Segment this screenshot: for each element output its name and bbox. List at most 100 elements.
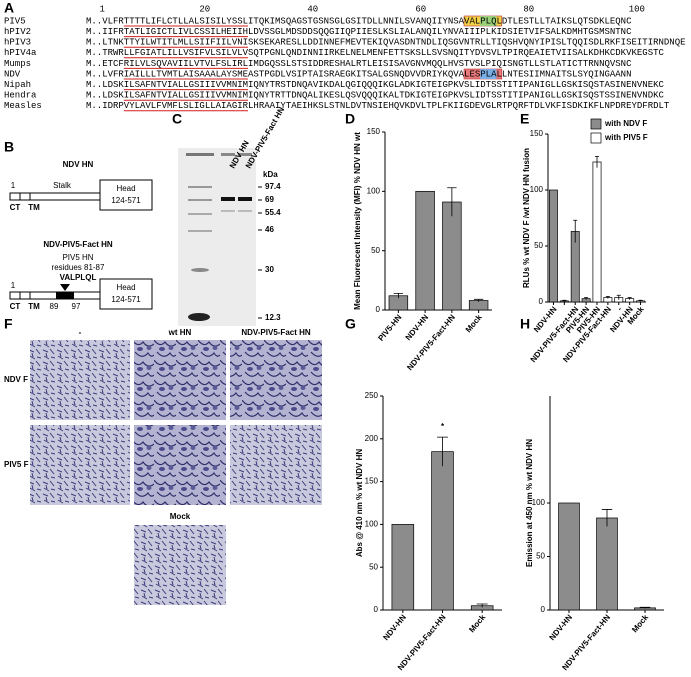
sequence-name: NDV [4,69,21,79]
x-tick-label: NDV-PIV5-Fact-HN [405,313,457,372]
residue-label: 89 [50,302,59,311]
marker-label: 12.3 [265,313,281,322]
panel-letter: G [345,316,356,332]
bar [549,189,558,303]
motif-highlight [480,69,497,79]
legend-swatch [590,132,602,144]
legend-label: with NDV F [604,119,647,128]
column-label: - [79,328,82,337]
y-tick-label: 200 [365,434,379,443]
ruler-label: 60 [415,4,426,14]
annotation: * [441,422,445,431]
ruler-label: 80 [523,4,534,14]
error-bar [584,297,589,300]
gel-band [238,210,252,212]
x-tick-label: - [615,305,624,313]
head-box [99,179,153,211]
bar-chart: 0 50 100 150 200 250 Abs @ 410 nm % wt NDV HN N… [355,391,502,672]
column-label: NDV-PIV5-Fact HN [241,328,311,337]
micrographs: - wt HN NDV-PIV5-Fact HN NDV F PIV5 F Mo… [4,328,322,605]
sequence-name: Mumps [4,59,31,69]
ruler-label: 1 [99,4,104,14]
marker-label: 46 [265,225,274,234]
micrograph [230,340,322,420]
panel-letter: H [520,316,530,332]
insert-source: PIV5 HN [62,253,93,262]
legend-swatch [590,118,602,130]
y-tick-label: 0 [541,605,546,614]
gel-background [178,148,256,326]
y-axis-label: Abs @ 410 nm % wt NDV HN [355,449,364,557]
micrograph [134,340,226,420]
gel-band [191,268,209,272]
head-label: Head [116,184,135,193]
sequence-name: PIV5 [4,16,26,26]
bar [592,161,602,303]
error-bar [627,297,632,300]
micrograph [230,425,322,505]
ruler-label: 100 [629,4,645,14]
sequence-name: hPIV3 [4,38,31,48]
row-label: Mock [170,512,191,521]
error-bar [601,509,613,527]
micrograph [30,425,130,505]
motif-highlight [480,16,497,26]
motif-label: VALPLQL [60,273,97,282]
error-bar [562,299,567,302]
bar [415,190,435,311]
x-tick-label: NDV-HN [381,613,408,642]
marker-label: 97.4 [265,182,281,191]
x-tick-label: PIV5-HN [376,313,403,343]
sequence: M..ETCFRILVLSQVAVIILVTVLFSLIRLIMDGQSSLST… [86,59,632,69]
gel-band [188,199,212,201]
sequence-name: hPIV4a [4,48,37,58]
error-bar [393,292,404,299]
sequence-name: hPIV2 [4,27,31,37]
panel-letter: D [345,111,355,127]
marker-label: 30 [265,265,274,274]
sequence: M..TRWRLLFGIATLILLVSIFVLSILVLVSQTPGNLQND… [86,48,664,58]
y-tick-label: 250 [365,391,379,400]
y-tick-label: 0 [539,297,544,306]
bar [596,517,618,611]
error-bar [437,436,448,467]
lane-label: NDV-PIV5-Fact HN [244,105,287,170]
error-bar [473,298,484,302]
construct-title: NDV-PIV5-Fact HN [43,240,113,249]
residue-label: 97 [72,302,81,311]
y-tick-label: 50 [536,552,545,561]
error-bar [638,299,643,302]
y-tick-label: 100 [532,498,546,507]
gel-band [221,197,235,201]
gel-band [221,210,235,212]
bar [558,502,580,611]
row-label: PIV5 F [4,460,29,469]
marker-label: 69 [265,195,274,204]
y-tick-label: 150 [367,127,381,136]
error-bar [605,296,610,299]
sequence: M..LDSKILSAFNTVIALLGSIIIVVMNIMIQNYTRTTDN… [86,91,664,101]
marker-label: 55.4 [265,208,281,217]
sequence: M..LTNKTTYILWTITLMLLSIIFIILVNISKSEKARESL… [86,38,686,48]
error-bar [616,294,621,300]
stalk-bar [9,192,101,201]
tm-label: TM [28,203,40,212]
ct-label: CT [10,203,21,212]
error-bar [447,187,457,217]
sequence-name: Measles [4,101,42,111]
micrograph [134,525,226,605]
residue-label: 1 [11,281,16,290]
gel-band [188,213,212,215]
y-axis-label: Mean Fluorescent Intensity (MFI) % NDV H… [353,132,362,310]
bar [442,201,462,311]
ruler-label: 20 [199,4,210,14]
row-label: NDV F [4,375,28,384]
micrograph [30,340,130,420]
y-axis-label: RLUs % wt NDV F /wt NDV HN fusion [522,148,531,288]
bar [468,300,489,311]
bar-chart: 0 50 100 150 RLUs % wt NDV F /wt NDV HN fusi… [522,118,648,364]
column-label: wt HN [168,328,192,337]
y-tick-label: 100 [530,185,544,194]
